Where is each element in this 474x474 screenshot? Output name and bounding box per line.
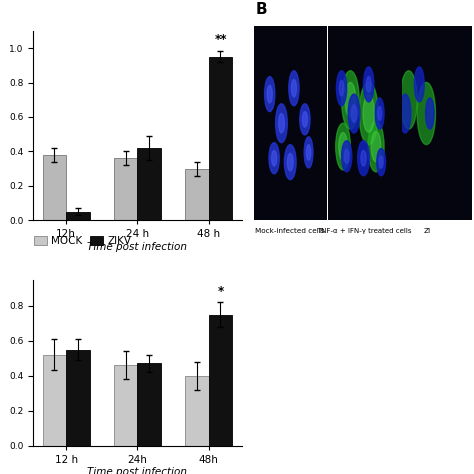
Ellipse shape [269,143,279,174]
Bar [185,169,209,220]
Ellipse shape [359,82,378,145]
Ellipse shape [272,150,277,166]
Ellipse shape [292,80,296,97]
Ellipse shape [417,82,436,145]
Bar [114,365,137,446]
X-axis label: Time post infection: Time post infection [88,467,187,474]
Text: B: B [256,1,268,17]
Ellipse shape [289,71,299,106]
Ellipse shape [364,67,374,102]
Ellipse shape [358,141,369,176]
Ellipse shape [279,114,284,133]
Ellipse shape [426,98,434,129]
Ellipse shape [302,111,308,127]
Text: Mock-infected cells: Mock-infected cells [255,228,324,234]
Bar [66,212,90,220]
Ellipse shape [284,145,296,180]
Legend: eNOS, iNOS: eNOS, iNOS [30,0,135,1]
Ellipse shape [345,82,356,118]
Bar [137,364,161,446]
Ellipse shape [337,71,346,106]
Ellipse shape [306,145,311,160]
Text: **: ** [214,33,227,46]
Text: TNF-α + IFN-γ treated cells: TNF-α + IFN-γ treated cells [317,228,411,234]
Ellipse shape [375,98,384,129]
Ellipse shape [339,81,344,96]
Ellipse shape [371,131,381,162]
Ellipse shape [388,71,398,106]
Ellipse shape [400,94,411,133]
Bar [43,155,66,220]
Ellipse shape [336,123,350,170]
Ellipse shape [377,148,385,176]
Ellipse shape [267,85,272,103]
Ellipse shape [345,149,349,163]
Bar [209,57,232,220]
Bar [209,315,232,446]
Ellipse shape [338,133,347,161]
Ellipse shape [342,141,352,172]
Bar [114,158,137,220]
Ellipse shape [342,71,359,129]
Ellipse shape [400,71,417,129]
Bar [185,376,209,446]
Ellipse shape [300,104,310,135]
Ellipse shape [363,95,374,132]
X-axis label: Time post infection: Time post infection [88,242,187,252]
Bar [66,349,90,446]
Ellipse shape [275,104,287,143]
Ellipse shape [351,105,356,122]
Legend: MOCK, ZIKV: MOCK, ZIKV [30,232,135,250]
Ellipse shape [379,156,383,168]
Ellipse shape [414,67,424,102]
Bar [43,355,66,446]
Ellipse shape [378,107,382,120]
Ellipse shape [348,94,360,133]
Text: ZI: ZI [423,228,430,234]
Text: *: * [218,285,224,298]
Ellipse shape [287,154,293,171]
Ellipse shape [366,76,371,92]
Bar [137,148,161,220]
Ellipse shape [304,137,313,168]
Ellipse shape [361,150,366,166]
Ellipse shape [368,121,384,172]
Ellipse shape [264,77,275,111]
